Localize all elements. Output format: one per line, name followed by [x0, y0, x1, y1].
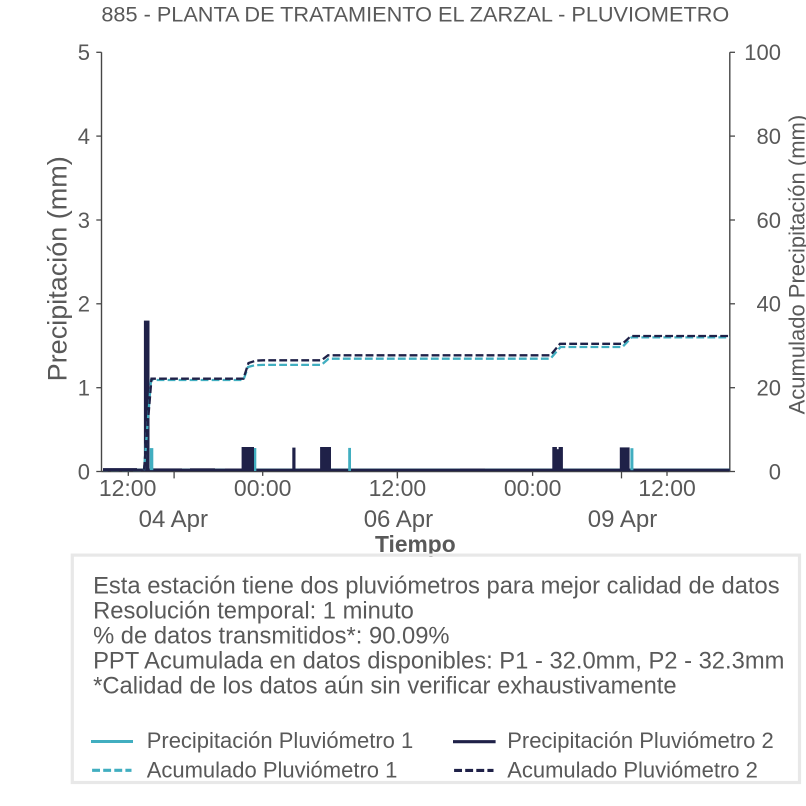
svg-text:*Calidad de los datos aún sin: *Calidad de los datos aún sin verificar … — [93, 673, 677, 700]
svg-text:PPT Acumulada en datos disponi: PPT Acumulada en datos disponibles: P1 -… — [93, 648, 784, 675]
svg-text:3: 3 — [78, 208, 90, 233]
svg-text:Precipitación Pluviómetro 2: Precipitación Pluviómetro 2 — [507, 728, 774, 753]
svg-text:5: 5 — [78, 40, 90, 65]
svg-text:Acumulado Pluviómetro 1: Acumulado Pluviómetro 1 — [147, 757, 398, 782]
svg-text:Precipitación (mm): Precipitación (mm) — [43, 156, 73, 381]
svg-text:04 Apr: 04 Apr — [139, 506, 208, 533]
svg-text:885 - PLANTA DE TRATAMIENTO EL: 885 - PLANTA DE TRATAMIENTO EL ZARZAL - … — [101, 2, 729, 27]
svg-text:2: 2 — [78, 292, 90, 317]
svg-text:12:00: 12:00 — [369, 475, 427, 501]
svg-text:60: 60 — [757, 208, 781, 233]
svg-text:100: 100 — [744, 40, 781, 65]
svg-text:0: 0 — [78, 459, 90, 484]
svg-text:Tiempo: Tiempo — [375, 531, 456, 557]
svg-text:12:00: 12:00 — [638, 475, 696, 501]
svg-text:Acumulado Precipitación (mm): Acumulado Precipitación (mm) — [784, 115, 806, 415]
svg-text:00:00: 00:00 — [234, 475, 292, 501]
svg-text:06 Apr: 06 Apr — [364, 506, 433, 533]
svg-text:Acumulado Pluviómetro 2: Acumulado Pluviómetro 2 — [507, 757, 758, 782]
svg-text:Resolución temporal: 1 minuto: Resolución temporal: 1 minuto — [93, 597, 414, 624]
svg-text:0: 0 — [769, 459, 781, 484]
svg-text:40: 40 — [757, 292, 781, 317]
svg-text:09 Apr: 09 Apr — [588, 506, 657, 533]
svg-text:12:00: 12:00 — [99, 475, 157, 501]
svg-text:4: 4 — [78, 124, 90, 149]
svg-text:Precipitación Pluviómetro 1: Precipitación Pluviómetro 1 — [147, 728, 414, 753]
svg-text:80: 80 — [757, 124, 781, 149]
svg-text:1: 1 — [78, 376, 90, 401]
svg-text:20: 20 — [757, 376, 781, 401]
svg-text:00:00: 00:00 — [504, 475, 562, 501]
svg-text:% de datos transmitidos*: 90.0: % de datos transmitidos*: 90.09% — [93, 623, 449, 650]
svg-text:Esta estación tiene dos pluvió: Esta estación tiene dos pluviómetros par… — [93, 572, 780, 599]
